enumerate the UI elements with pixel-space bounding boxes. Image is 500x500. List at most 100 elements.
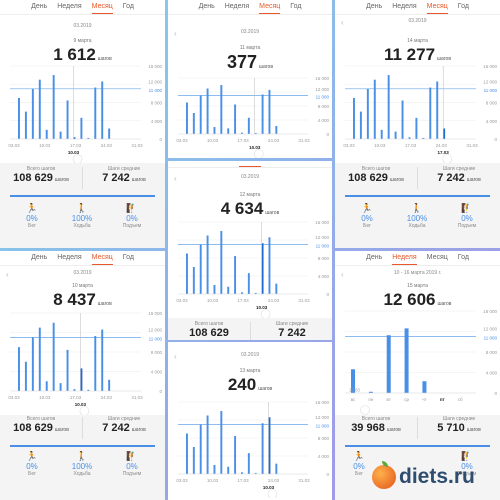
y-tick-label: 12 000 [315,87,329,92]
bar [247,117,250,134]
scroll-handle [260,309,271,318]
y-tick-label: 16 000 [148,311,162,316]
tab-month[interactable]: Месяц [426,254,448,261]
y-tick-label: 11 000 [316,244,330,249]
x-tick-label: 24.03 [268,478,280,483]
chevron-left-icon[interactable]: ‹ [174,29,177,38]
tab-year[interactable]: Год [122,254,134,261]
bar [31,337,34,391]
x-tick-label: 31.03 [131,143,143,148]
day-label: вс [351,397,356,402]
chart-card: ‹ 03.2019 14 марта 11 277 шагов 16 000 12 … [335,15,500,163]
tab-month[interactable]: Месяц [239,161,261,167]
chart-card: ‹ 03.2019 13 марта 240 шагов 16 000 12 000… [168,342,332,500]
y-tick-label: 11 000 [149,336,163,341]
tab-week[interactable]: Неделя [57,3,82,10]
run-icon: 🏃 [26,203,38,213]
screenshot-panel-2: День Неделя Месяц Год ‹ 03.2019 11 марта… [168,0,332,158]
tab-week[interactable]: Неделя [392,3,417,10]
day-label: пн [368,397,373,402]
x-tick-label: 10.03 [207,298,219,303]
screenshot-panel-3: День Неделя Месяц Год ‹ 03.2019 14 марта… [335,0,500,248]
bar [199,95,202,134]
chevron-left-icon[interactable]: ‹ [174,352,177,361]
average-steps: Шаги средние 5 710 шагов [437,416,481,434]
total-steps: Всего шагов 108 629 шагов [13,166,69,184]
bar [366,88,369,139]
bar [108,379,111,391]
bar [94,336,97,391]
chevron-left-icon[interactable]: ‹ [174,174,177,183]
y-tick-label: 4 000 [486,119,498,124]
bar [234,256,237,294]
y-tick-label: 11 000 [484,336,498,341]
stats-area: Всего шагов 108 629 шагов Шаги средние 7 … [335,163,500,248]
y-tick-label: 12 000 [148,79,162,84]
activity-divider [10,195,155,197]
chevron-left-icon[interactable]: ‹ [341,18,344,27]
y-tick-label: 12 000 [483,79,497,84]
bar [186,433,188,474]
tab-month[interactable]: Месяц [91,251,113,265]
x-tick-label: 03.03 [8,395,20,400]
apple-icon [372,461,396,489]
y-tick-label: 4 000 [151,119,163,124]
bar [268,237,271,294]
tab-year[interactable]: Год [457,254,469,261]
bar [24,361,27,391]
tab-day[interactable]: День [31,254,48,261]
day-label: вт [387,397,391,402]
tab-month[interactable]: Месяц [259,0,281,14]
x-tick-label: 24.03 [101,395,113,400]
selected-date: 9 марта [73,38,92,44]
tab-month[interactable]: Месяц [426,0,448,14]
bar [408,137,411,139]
tab-week[interactable]: Неделя [392,251,417,265]
y-tick-label: 4 000 [318,118,330,123]
tab-day[interactable]: День [366,3,383,10]
bar [261,423,264,474]
tab-year[interactable]: Год [290,3,302,10]
bar [268,417,271,474]
bar [254,292,257,294]
tab-day[interactable]: День [31,3,48,10]
bar [206,415,209,474]
tab-day[interactable]: День [366,254,383,261]
tab-day[interactable]: День [198,3,215,10]
y-tick-label: 8 000 [486,350,498,355]
x-tick-label: 17.03 [237,298,249,303]
tab-year[interactable]: Год [122,3,134,10]
y-tick-label: 0 [494,391,497,396]
bar [186,102,188,134]
tab-week[interactable]: Неделя [57,254,82,261]
bar [73,389,76,391]
chevron-left-icon[interactable]: ‹ [341,270,344,279]
y-tick-label: 8 000 [318,104,330,109]
activity-run: 🏃 0% Бег [12,451,52,477]
bar [108,128,111,139]
average-steps: Шаги средние 7 242 шагов [102,166,146,184]
bar [415,117,418,139]
x-tick-label: 24.03 [268,138,280,143]
y-tick-label: 12 000 [315,235,329,240]
chevron-left-icon[interactable]: ‹ [6,270,9,279]
bar [227,128,230,134]
tab-week[interactable]: Неделя [224,3,250,10]
selected-date: 10 марта [72,283,93,289]
y-tick-label: 12 000 [148,328,162,333]
bar [373,79,376,139]
tab-year[interactable]: Год [457,3,469,10]
bar [275,283,278,294]
weekly-steps-chart[interactable]: 16 000 12 000 11 000 8 000 4 000 0 вс пн вт ср чт п… [335,305,500,415]
x-tick-label: 17.03 [237,138,249,143]
bar [404,328,409,393]
period-tabs: День Неделя Месяц Год [0,0,165,15]
tab-month[interactable]: Месяц [91,0,113,14]
screenshot-panel-7: День Неделя Месяц Год ‹ 10 - 16 марта 20… [335,251,500,500]
